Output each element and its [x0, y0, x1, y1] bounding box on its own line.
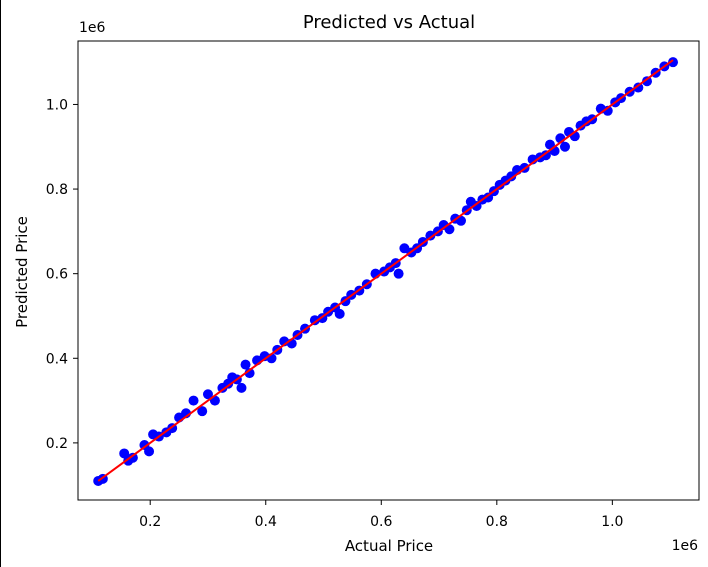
- scatter-point: [240, 359, 251, 370]
- scatter-point: [483, 192, 494, 203]
- chart-title: Predicted vs Actual: [303, 12, 475, 33]
- x-tick-label: 0.8: [486, 514, 508, 530]
- y-tick-label: 0.8: [46, 182, 68, 198]
- scatter-point: [309, 315, 320, 326]
- y-tick-label: 0.4: [46, 351, 68, 367]
- x-tick-label: 0.2: [139, 514, 161, 530]
- y-tick-label: 0.6: [46, 267, 68, 283]
- y-tick-label: 0.2: [46, 436, 68, 452]
- scatter-point: [633, 82, 644, 93]
- scatter-point: [425, 230, 436, 241]
- scatter-point: [540, 150, 551, 161]
- scatter-point: [144, 446, 155, 457]
- plot-layer: [93, 57, 679, 486]
- scatter-point: [471, 200, 482, 211]
- scatter-point: [334, 308, 345, 319]
- y-axis-label: Predicted Price: [13, 216, 31, 328]
- y-tick-label: 1.0: [46, 97, 68, 113]
- plot-area: [77, 40, 700, 501]
- scatter-point: [202, 389, 213, 400]
- x-tick-label: 0.4: [255, 514, 277, 530]
- scatter-point: [127, 452, 138, 463]
- scatter-point: [188, 395, 199, 406]
- y-offset-label: 1e6: [79, 20, 106, 36]
- scatter-point: [236, 382, 247, 393]
- scatter-point: [602, 105, 613, 116]
- scatter-point: [244, 368, 255, 379]
- scatter-point: [197, 406, 208, 417]
- x-tick-label: 1.0: [601, 514, 623, 530]
- scatter-point: [668, 57, 679, 68]
- scatter-point: [642, 76, 653, 87]
- x-axis-label: Actual Price: [345, 537, 433, 555]
- scatter-point: [393, 268, 404, 279]
- reference-line: [97, 59, 674, 482]
- axis-layer: 0.2 0.4 0.6 0.8 1.0 0.2 0.4 0.6 0.8 1.0: [46, 97, 624, 530]
- x-tick-label: 0.6: [370, 514, 392, 530]
- scatter-point: [506, 171, 517, 182]
- scatter-point: [559, 141, 570, 152]
- x-offset-label: 1e6: [672, 538, 699, 554]
